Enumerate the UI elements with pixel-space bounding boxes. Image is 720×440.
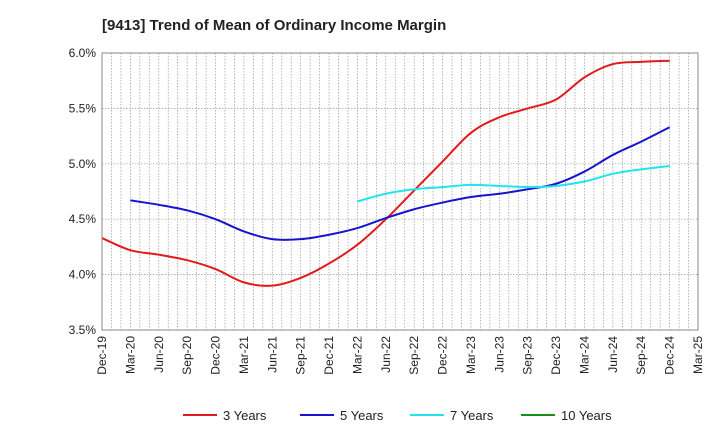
x-tick-label: Mar-20 xyxy=(123,336,137,374)
x-tick-label: Dec-22 xyxy=(436,336,450,375)
series-line-5-years xyxy=(130,126,671,241)
x-tick-label: Dec-23 xyxy=(549,336,563,375)
x-tick-label: Mar-25 xyxy=(691,336,705,374)
x-tick-label: Dec-21 xyxy=(322,336,336,375)
x-tick-label: Jun-21 xyxy=(265,336,279,373)
legend-label-10-years: 10 Years xyxy=(561,408,612,423)
y-tick-label: 5.5% xyxy=(69,101,97,115)
y-tick-label: 6.0% xyxy=(69,46,97,60)
legend-label-3-years: 3 Years xyxy=(223,408,267,423)
plot-area-border xyxy=(101,52,699,331)
y-tick-label: 4.5% xyxy=(69,212,97,226)
x-tick-label: Jun-24 xyxy=(606,336,620,373)
x-tick-label: Jun-23 xyxy=(492,336,506,373)
y-tick-label: 5.0% xyxy=(69,157,97,171)
grid xyxy=(102,53,698,330)
x-tick-label: Jun-20 xyxy=(152,336,166,373)
x-axis-ticks: Dec-19 Mar-20 Jun-20 Sep-20 Dec-20 Mar-21 Jun-… xyxy=(95,336,705,375)
x-tick-label: Sep-21 xyxy=(294,336,308,375)
x-tick-label: Dec-24 xyxy=(663,336,677,375)
x-tick-label: Sep-22 xyxy=(407,336,421,375)
x-tick-label: Mar-23 xyxy=(464,336,478,374)
chart-title: [9413] Trend of Mean of Ordinary Income … xyxy=(102,17,446,34)
x-tick-label: Jun-22 xyxy=(379,336,393,373)
series-line-7-years xyxy=(357,165,670,203)
y-axis-ticks: 3.5% 4.0% 4.5% 5.0% 5.5% 6.0% xyxy=(69,46,97,337)
legend: 3 Years 5 Years 7 Years 10 Years xyxy=(183,408,612,423)
x-tick-label: Sep-24 xyxy=(634,336,648,375)
x-tick-label: Sep-23 xyxy=(521,336,535,375)
x-tick-label: Dec-19 xyxy=(95,336,109,375)
legend-label-5-years: 5 Years xyxy=(340,408,384,423)
x-tick-label: Mar-24 xyxy=(577,336,591,374)
y-tick-label: 3.5% xyxy=(69,323,97,337)
x-tick-label: Mar-21 xyxy=(237,336,251,374)
series-line-3-years xyxy=(101,59,670,287)
x-tick-label: Sep-20 xyxy=(180,336,194,375)
series-lines xyxy=(101,59,671,287)
x-tick-label: Dec-20 xyxy=(209,336,223,375)
legend-label-7-years: 7 Years xyxy=(450,408,494,423)
y-tick-label: 4.0% xyxy=(69,268,97,282)
x-tick-label: Mar-22 xyxy=(350,336,364,374)
